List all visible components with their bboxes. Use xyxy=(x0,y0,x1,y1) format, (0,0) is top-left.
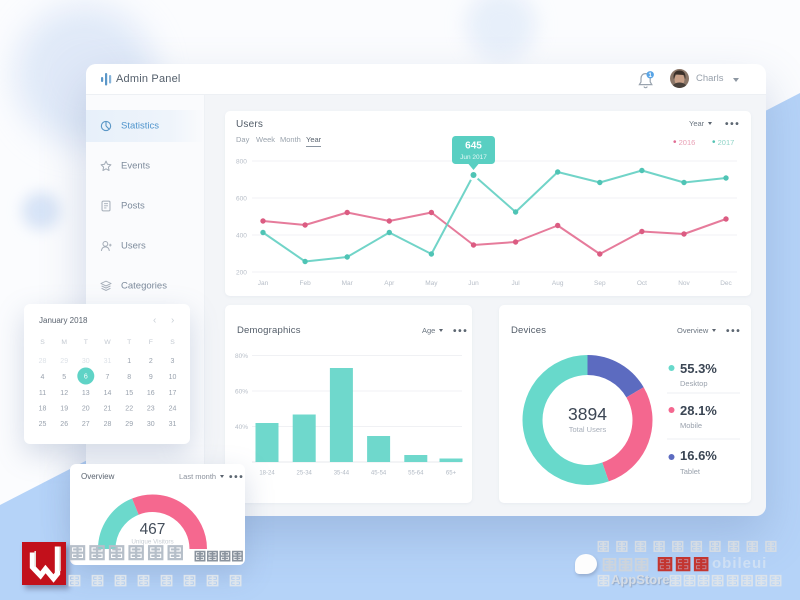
svg-text:Dec: Dec xyxy=(720,280,732,287)
svg-text:W: W xyxy=(104,339,111,346)
svg-text:13: 13 xyxy=(82,390,90,397)
svg-text:26: 26 xyxy=(60,421,68,428)
svg-text:645: 645 xyxy=(465,141,482,152)
svg-text:Mobile: Mobile xyxy=(680,421,702,430)
svg-text:600: 600 xyxy=(236,196,247,203)
svg-text:Nov: Nov xyxy=(678,280,690,287)
svg-text:S: S xyxy=(40,339,45,346)
svg-text:Unique Visitors: Unique Visitors xyxy=(131,539,173,546)
svg-text:21: 21 xyxy=(104,406,112,413)
svg-text:28.1%: 28.1% xyxy=(680,403,717,418)
svg-text:55.3%: 55.3% xyxy=(680,361,717,376)
svg-text:9: 9 xyxy=(149,374,153,381)
svg-text:3894: 3894 xyxy=(568,404,607,424)
svg-text:60%: 60% xyxy=(235,389,248,396)
svg-text:Oct: Oct xyxy=(637,280,647,287)
svg-text:Sep: Sep xyxy=(594,280,606,287)
svg-text:3: 3 xyxy=(171,358,175,365)
svg-text:30: 30 xyxy=(82,358,90,365)
svg-text:35-44: 35-44 xyxy=(334,471,350,477)
svg-text:19: 19 xyxy=(60,406,68,413)
svg-text:22: 22 xyxy=(125,406,133,413)
svg-text:16: 16 xyxy=(147,390,155,397)
svg-text:29: 29 xyxy=(125,421,133,428)
svg-text:10: 10 xyxy=(169,374,177,381)
svg-text:M: M xyxy=(61,339,67,346)
svg-text:55-64: 55-64 xyxy=(408,471,424,477)
svg-text:8: 8 xyxy=(127,374,131,381)
svg-text:80%: 80% xyxy=(235,353,248,360)
svg-text:28: 28 xyxy=(104,421,112,428)
svg-text:40%: 40% xyxy=(235,424,248,431)
svg-text:2: 2 xyxy=(149,358,153,365)
svg-text:May: May xyxy=(425,280,438,287)
svg-text:6: 6 xyxy=(84,374,88,381)
svg-text:18: 18 xyxy=(39,406,47,413)
svg-text:25-34: 25-34 xyxy=(297,471,313,477)
svg-text:31: 31 xyxy=(104,358,112,365)
svg-text:14: 14 xyxy=(104,390,112,397)
svg-text:4: 4 xyxy=(41,374,45,381)
svg-text:15: 15 xyxy=(125,390,133,397)
svg-text:45-54: 45-54 xyxy=(371,471,387,477)
svg-text:23: 23 xyxy=(147,406,155,413)
svg-text:18-24: 18-24 xyxy=(259,471,275,477)
svg-text:1: 1 xyxy=(127,358,131,365)
svg-text:Aug: Aug xyxy=(552,280,564,287)
svg-text:28: 28 xyxy=(39,358,47,365)
svg-text:467: 467 xyxy=(140,521,166,538)
svg-text:Jul: Jul xyxy=(511,280,520,287)
svg-text:Desktop: Desktop xyxy=(680,379,708,388)
svg-text:17: 17 xyxy=(169,390,177,397)
svg-text:Apr: Apr xyxy=(384,280,395,287)
svg-text:T: T xyxy=(84,339,88,346)
svg-text:30: 30 xyxy=(147,421,155,428)
svg-text:S: S xyxy=(170,339,175,346)
svg-text:31: 31 xyxy=(169,421,177,428)
svg-text:Feb: Feb xyxy=(299,280,311,287)
svg-text:16.6%: 16.6% xyxy=(680,448,717,463)
svg-text:7: 7 xyxy=(106,374,110,381)
svg-text:25: 25 xyxy=(39,421,47,428)
svg-text:20: 20 xyxy=(82,406,90,413)
svg-text:Jun: Jun xyxy=(468,280,479,287)
svg-text:T: T xyxy=(127,339,131,346)
svg-text:Jun 2017: Jun 2017 xyxy=(460,154,487,161)
svg-text:Tablet: Tablet xyxy=(680,467,701,476)
svg-text:Jan: Jan xyxy=(258,280,269,287)
svg-text:11: 11 xyxy=(39,390,46,397)
svg-text:24: 24 xyxy=(169,406,177,413)
svg-text:200: 200 xyxy=(236,270,247,277)
svg-text:1: 1 xyxy=(649,73,653,79)
svg-text:800: 800 xyxy=(236,159,247,166)
svg-text:F: F xyxy=(149,339,153,346)
svg-text:29: 29 xyxy=(60,358,68,365)
svg-text:65+: 65+ xyxy=(446,471,457,477)
svg-text:Mar: Mar xyxy=(342,280,354,287)
svg-text:27: 27 xyxy=(82,421,90,428)
svg-text:Total Users: Total Users xyxy=(569,425,607,434)
svg-text:5: 5 xyxy=(62,374,66,381)
svg-text:400: 400 xyxy=(236,233,247,240)
svg-text:12: 12 xyxy=(60,390,68,397)
